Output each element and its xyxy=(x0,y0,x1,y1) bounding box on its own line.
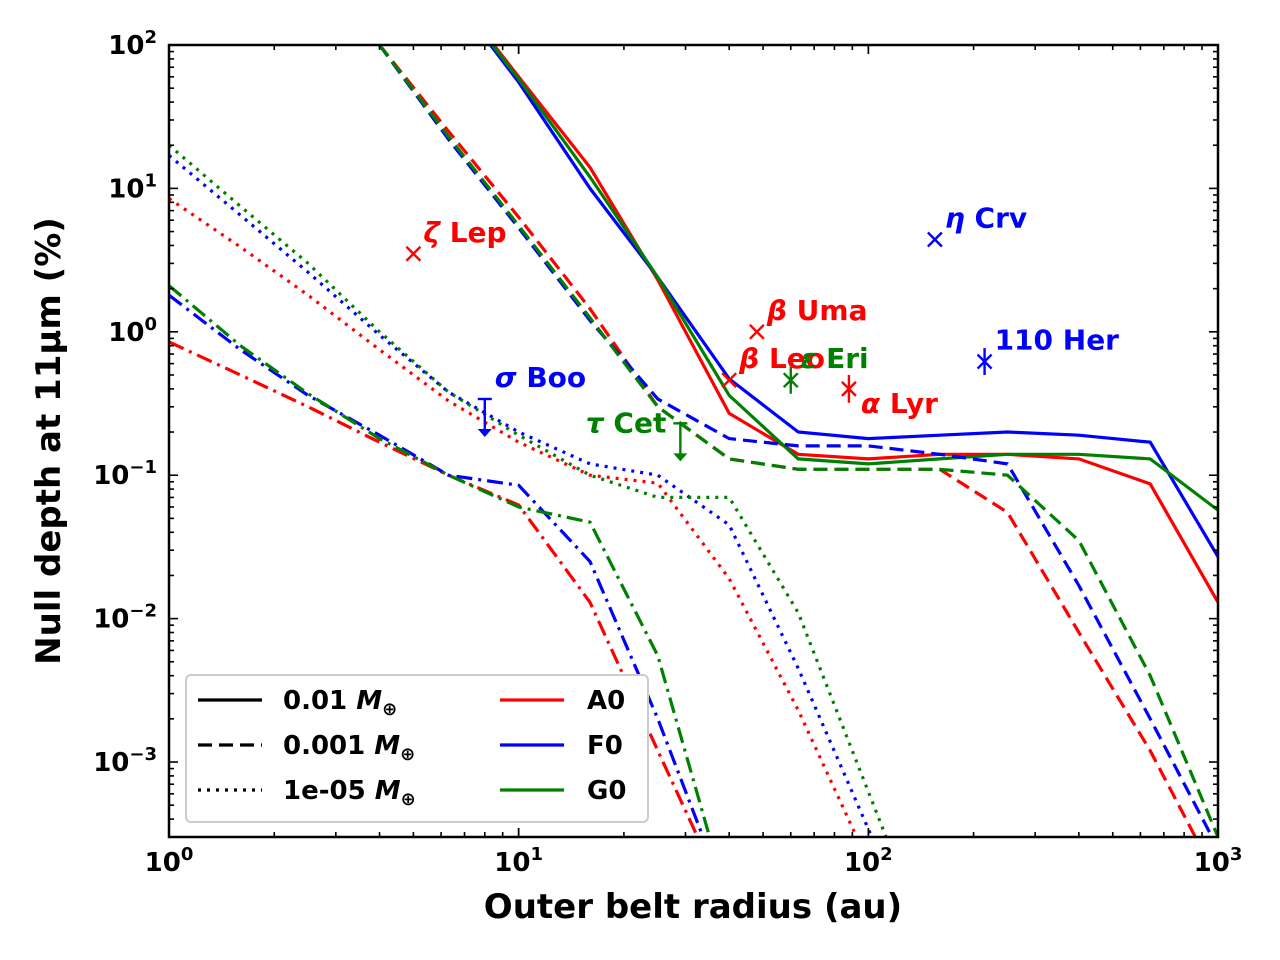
legend-label: 1e-05 M⊕ xyxy=(283,776,416,810)
x-tick-label: 101 xyxy=(494,844,543,878)
star-marker-eri xyxy=(782,366,799,394)
star-marker-uma xyxy=(749,323,765,340)
star-label: α Lyr xyxy=(861,387,938,420)
legend: 0.01 M⊕ 0.001 M⊕ 1e-05 M⊕ A0 F0 G0 xyxy=(185,674,649,823)
star-label: β Leo xyxy=(738,342,825,375)
x-tick-label: 103 xyxy=(1194,844,1243,878)
star-label: 110 Her xyxy=(995,324,1120,357)
y-tick-label: 102 xyxy=(108,27,157,61)
star-marker-lyr xyxy=(841,374,857,403)
legend-label: A0 xyxy=(587,686,625,716)
star-label: η Crv xyxy=(945,202,1027,235)
series-line-F0-dashed xyxy=(378,45,1214,837)
x-axis-title: Outer belt radius (au) xyxy=(484,887,902,927)
star-marker-110-her xyxy=(976,348,993,375)
star-marker-leo xyxy=(721,372,738,389)
series-layer xyxy=(169,45,1218,837)
series-line-A0-solid xyxy=(491,45,1218,604)
y-tick-label: 101 xyxy=(108,170,157,204)
y-tick-label: 10−1 xyxy=(93,457,157,491)
star-marker-boo xyxy=(477,397,492,437)
legend-label: F0 xyxy=(587,731,623,761)
y-tick-label: 10−2 xyxy=(93,601,157,635)
star-marker-cet xyxy=(673,422,688,462)
x-tick-label: 102 xyxy=(844,844,893,878)
series-line-F0-dashdot xyxy=(169,293,705,837)
star-label: ζ Lep xyxy=(423,216,506,249)
x-tick-label: 100 xyxy=(145,844,194,878)
legend-label: 0.001 M⊕ xyxy=(283,731,415,765)
series-line-G0-dotted xyxy=(169,143,888,837)
y-tick-label: 10−3 xyxy=(93,744,157,778)
star-marker-crv xyxy=(927,231,943,248)
series-line-G0-dashed xyxy=(378,45,1218,837)
series-line-G0-solid xyxy=(490,45,1218,512)
ticks-layer: 100 101 102 103 10−3 10−2 10−1 100 101 102 xyxy=(93,27,1242,878)
y-axis-title: Null depth at 11μm (%) xyxy=(29,217,69,665)
y-tick-label: 100 xyxy=(108,314,157,348)
series-line-A0-dashdot xyxy=(169,340,700,837)
plot-frame xyxy=(167,43,1220,839)
star-marker-lep xyxy=(405,245,422,262)
legend-label: 0.01 M⊕ xyxy=(283,686,397,720)
star-label: σ Boo xyxy=(495,361,586,394)
star-label: τ Cet xyxy=(586,406,667,439)
series-line-F0-solid xyxy=(488,45,1218,558)
legend-label: G0 xyxy=(587,776,626,806)
legend-box xyxy=(185,674,649,823)
star-label: β Uma xyxy=(766,294,868,327)
star-label: ε Eri xyxy=(801,342,869,375)
